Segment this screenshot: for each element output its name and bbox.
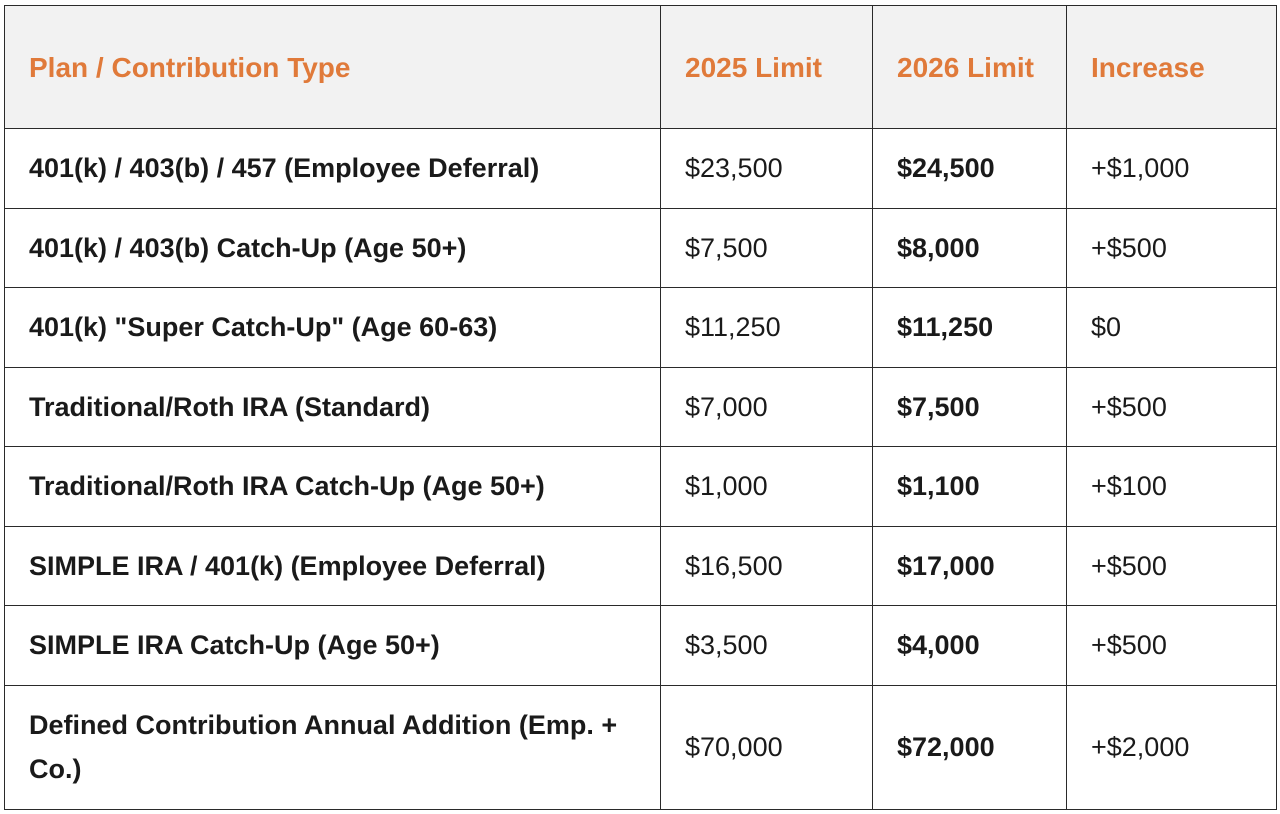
- contribution-limits-table: Plan / Contribution Type 2025 Limit 2026…: [4, 5, 1277, 810]
- limit-2025-cell: $7,000: [660, 366, 873, 447]
- table-body: 401(k) / 403(b) / 457 (Employee Deferral…: [4, 128, 1277, 810]
- limit-2025-cell: $11,250: [660, 287, 873, 368]
- plan-cell: Traditional/Roth IRA (Standard): [4, 366, 661, 447]
- increase-cell: +$100: [1066, 446, 1277, 527]
- table-row: Defined Contribution Annual Addition (Em…: [4, 684, 1277, 810]
- limit-2025-cell: $3,500: [660, 605, 873, 686]
- limit-2025-cell: $7,500: [660, 207, 873, 288]
- plan-cell: SIMPLE IRA Catch-Up (Age 50+): [4, 605, 661, 686]
- limit-2026-cell: $72,000: [872, 684, 1067, 810]
- plan-cell: SIMPLE IRA / 401(k) (Employee Deferral): [4, 525, 661, 606]
- limit-2026-cell: $11,250: [872, 287, 1067, 368]
- table-header: Plan / Contribution Type 2025 Limit 2026…: [4, 5, 1277, 129]
- limit-2025-cell: $70,000: [660, 684, 873, 810]
- limit-2026-cell: $24,500: [872, 128, 1067, 209]
- increase-cell: +$500: [1066, 605, 1277, 686]
- limit-2025-cell: $23,500: [660, 128, 873, 209]
- table-row: 401(k) / 403(b) Catch-Up (Age 50+) $7,50…: [4, 207, 1277, 288]
- limit-2026-cell: $1,100: [872, 446, 1067, 527]
- increase-cell: +$500: [1066, 207, 1277, 288]
- increase-cell: $0: [1066, 287, 1277, 368]
- header-2025-limit: 2025 Limit: [660, 5, 873, 129]
- limit-2026-cell: $4,000: [872, 605, 1067, 686]
- plan-cell: 401(k) "Super Catch-Up" (Age 60-63): [4, 287, 661, 368]
- limit-2025-cell: $16,500: [660, 525, 873, 606]
- header-row: Plan / Contribution Type 2025 Limit 2026…: [4, 5, 1277, 129]
- table-row: SIMPLE IRA / 401(k) (Employee Deferral) …: [4, 525, 1277, 606]
- increase-cell: +$500: [1066, 525, 1277, 606]
- increase-cell: +$1,000: [1066, 128, 1277, 209]
- limit-2026-cell: $17,000: [872, 525, 1067, 606]
- header-increase: Increase: [1066, 5, 1277, 129]
- plan-cell: Traditional/Roth IRA Catch-Up (Age 50+): [4, 446, 661, 527]
- header-plan-type: Plan / Contribution Type: [4, 5, 661, 129]
- table-row: Traditional/Roth IRA (Standard) $7,000 $…: [4, 366, 1277, 447]
- header-2026-limit: 2026 Limit: [872, 5, 1067, 129]
- table-row: 401(k) "Super Catch-Up" (Age 60-63) $11,…: [4, 287, 1277, 368]
- limit-2026-cell: $8,000: [872, 207, 1067, 288]
- limit-2025-cell: $1,000: [660, 446, 873, 527]
- plan-cell: 401(k) / 403(b) / 457 (Employee Deferral…: [4, 128, 661, 209]
- table-row: SIMPLE IRA Catch-Up (Age 50+) $3,500 $4,…: [4, 605, 1277, 686]
- plan-cell: Defined Contribution Annual Addition (Em…: [4, 684, 661, 810]
- plan-cell: 401(k) / 403(b) Catch-Up (Age 50+): [4, 207, 661, 288]
- increase-cell: +$500: [1066, 366, 1277, 447]
- increase-cell: +$2,000: [1066, 684, 1277, 810]
- limit-2026-cell: $7,500: [872, 366, 1067, 447]
- table-row: Traditional/Roth IRA Catch-Up (Age 50+) …: [4, 446, 1277, 527]
- table-row: 401(k) / 403(b) / 457 (Employee Deferral…: [4, 128, 1277, 209]
